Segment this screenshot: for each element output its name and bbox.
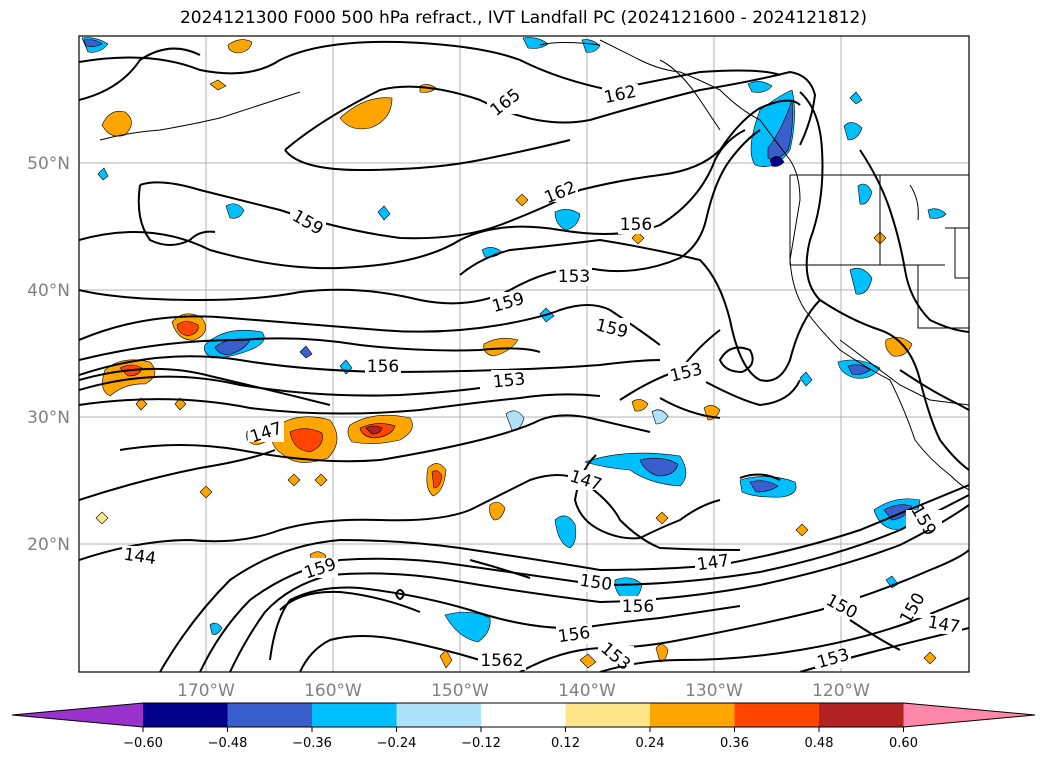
- lat-label: 40°N: [27, 281, 70, 301]
- contour-label: 153: [558, 267, 590, 287]
- contour-label: 147: [696, 551, 731, 575]
- lon-label: 160°W: [304, 681, 362, 701]
- contour-label: 153: [492, 369, 526, 392]
- colorbar-tick-label: 0.24: [636, 736, 665, 751]
- colorbar-extend-left: [12, 703, 143, 727]
- contour-label: 144: [122, 545, 157, 569]
- contour-label: 156: [622, 597, 654, 617]
- lon-label: 140°W: [558, 681, 616, 701]
- lon-label: 170°W: [177, 681, 235, 701]
- colorbar-tick-label: 0.12: [551, 736, 580, 751]
- colorbar-tick-label: −0.24: [377, 736, 417, 751]
- colorbar-box: [481, 703, 566, 727]
- lon-label: 130°W: [685, 681, 743, 701]
- map-area: 165 162 162 159 156 153 159 159 156 153 …: [79, 36, 969, 672]
- colorbar-box: [396, 703, 481, 727]
- contour-label: 156: [557, 623, 592, 647]
- colorbar-box: [819, 703, 904, 727]
- colorbar-tick-label: 0.48: [805, 736, 834, 751]
- coastlines: [99, 39, 969, 491]
- colorbar-box: [650, 703, 735, 727]
- contour-label: 1562: [480, 651, 523, 671]
- colorbar-box: [734, 703, 819, 727]
- map-frame: [78, 35, 970, 673]
- latitude-labels: 50°N 40°N 30°N 20°N: [27, 154, 70, 555]
- colorbar-tick-label: −0.12: [461, 736, 501, 751]
- lon-label: 150°W: [431, 681, 489, 701]
- lat-label: 30°N: [27, 408, 70, 428]
- contour-label: 156: [620, 215, 652, 235]
- contour-lines: [79, 40, 969, 672]
- colorbar-box: [143, 703, 228, 727]
- colorbar-tick-label: −0.60: [123, 736, 163, 751]
- contour-label: 150: [578, 571, 613, 595]
- colorbar-box: [565, 703, 650, 727]
- colorbar-tick-label: −0.36: [292, 736, 332, 751]
- colorbar-extend-right: [903, 703, 1035, 727]
- contour-label: 156: [367, 357, 399, 377]
- colorbar-tick-label: 0.36: [720, 736, 749, 751]
- colorbar-tick-label: −0.48: [208, 736, 248, 751]
- longitude-labels: 170°W 160°W 150°W 140°W 130°W 120°W: [177, 681, 870, 701]
- colorbar-tick-label: 0.60: [889, 736, 918, 751]
- colorbar: −0.60 −0.48 −0.36 −0.24 −0.12 0.12 0.24 0.36 0.4…: [11, 702, 1036, 751]
- colorbar-box: [312, 703, 397, 727]
- filled-shading: [81, 37, 947, 669]
- contour-label-group: 165 162 162 159 156 153 159 159 156 153 …: [122, 82, 962, 672]
- lon-label: 120°W: [812, 681, 870, 701]
- lat-label: 20°N: [27, 535, 70, 555]
- colorbar-box: [227, 703, 312, 727]
- lat-label: 50°N: [27, 154, 70, 174]
- map-title: 2024121300 F000 500 hPa refract., IVT La…: [179, 8, 867, 28]
